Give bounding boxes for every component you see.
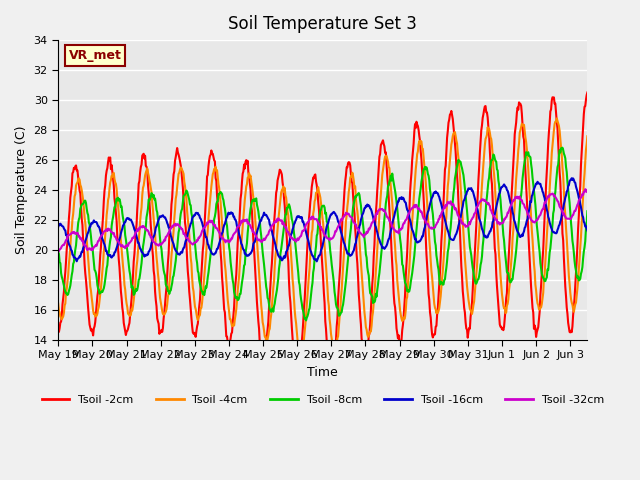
Legend: Tsoil -2cm, Tsoil -4cm, Tsoil -8cm, Tsoil -16cm, Tsoil -32cm: Tsoil -2cm, Tsoil -4cm, Tsoil -8cm, Tsoi…	[37, 390, 609, 409]
Title: Soil Temperature Set 3: Soil Temperature Set 3	[228, 15, 417, 33]
Y-axis label: Soil Temperature (C): Soil Temperature (C)	[15, 126, 28, 254]
X-axis label: Time: Time	[307, 366, 338, 379]
Text: VR_met: VR_met	[69, 49, 122, 62]
